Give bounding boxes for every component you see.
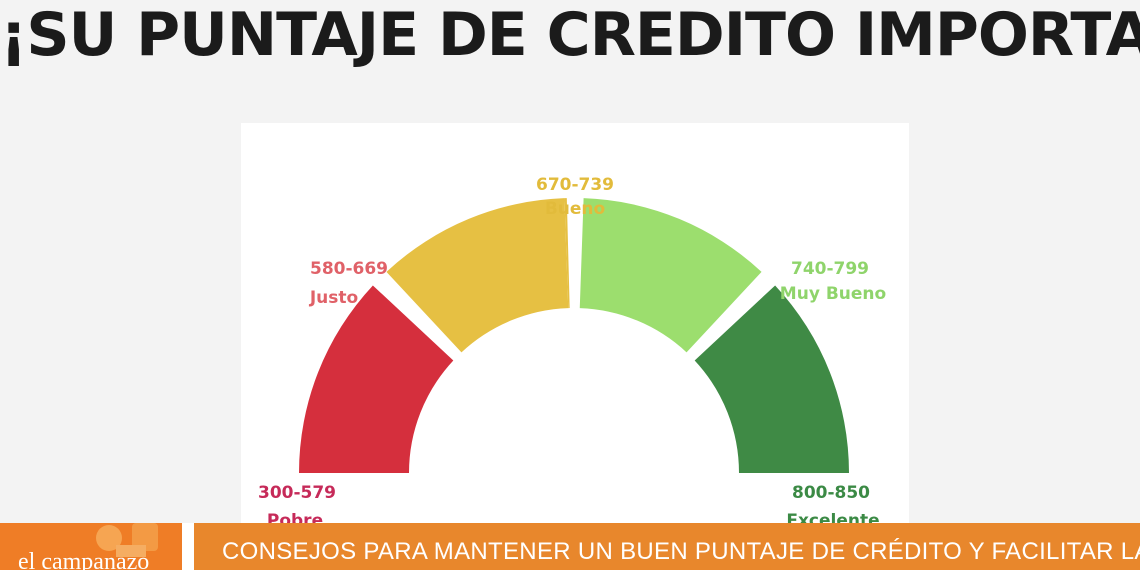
- range-label-muy-bueno: 740-799: [791, 259, 869, 279]
- range-label-pobre: 300-579: [258, 483, 336, 503]
- news-banner: el campanazo CONSEJOS PARA MANTENER UN B…: [0, 523, 1140, 570]
- range-label-excelente: 800-850: [792, 483, 870, 503]
- gauge-segment-muy-bueno: [579, 198, 762, 353]
- logo-text: el campanazo: [18, 549, 150, 570]
- gauge-svg: 670-739 Bueno 580-669 Justo 740-799 Muy …: [258, 175, 886, 531]
- credit-score-gauge-image: 670-739 Bueno 580-669 Justo 740-799 Muy …: [241, 123, 909, 543]
- article-headline[interactable]: CONSEJOS PARA MANTENER UN BUEN PUNTAJE D…: [222, 538, 1140, 565]
- article-headline-bar[interactable]: CONSEJOS PARA MANTENER UN BUEN PUNTAJE D…: [194, 523, 1140, 570]
- gauge-segment-excelente: [694, 285, 849, 473]
- banner-divider: [182, 523, 194, 570]
- headline: ¡SU PUNTAJE DE CREDITO IMPORTA!: [0, 0, 1140, 70]
- gauge-segment-bueno: [564, 198, 570, 309]
- site-logo[interactable]: el campanazo: [0, 523, 182, 570]
- gauge-segment-justo: [386, 198, 569, 353]
- category-label-justo: Justo: [309, 288, 358, 308]
- range-label-bueno: 670-739: [536, 175, 614, 195]
- range-label-justo: 580-669: [310, 259, 388, 279]
- category-label-muy-bueno: Muy Bueno: [780, 284, 886, 304]
- gauge-segment-pobre: [299, 285, 454, 473]
- category-label-bueno: Bueno: [545, 199, 605, 219]
